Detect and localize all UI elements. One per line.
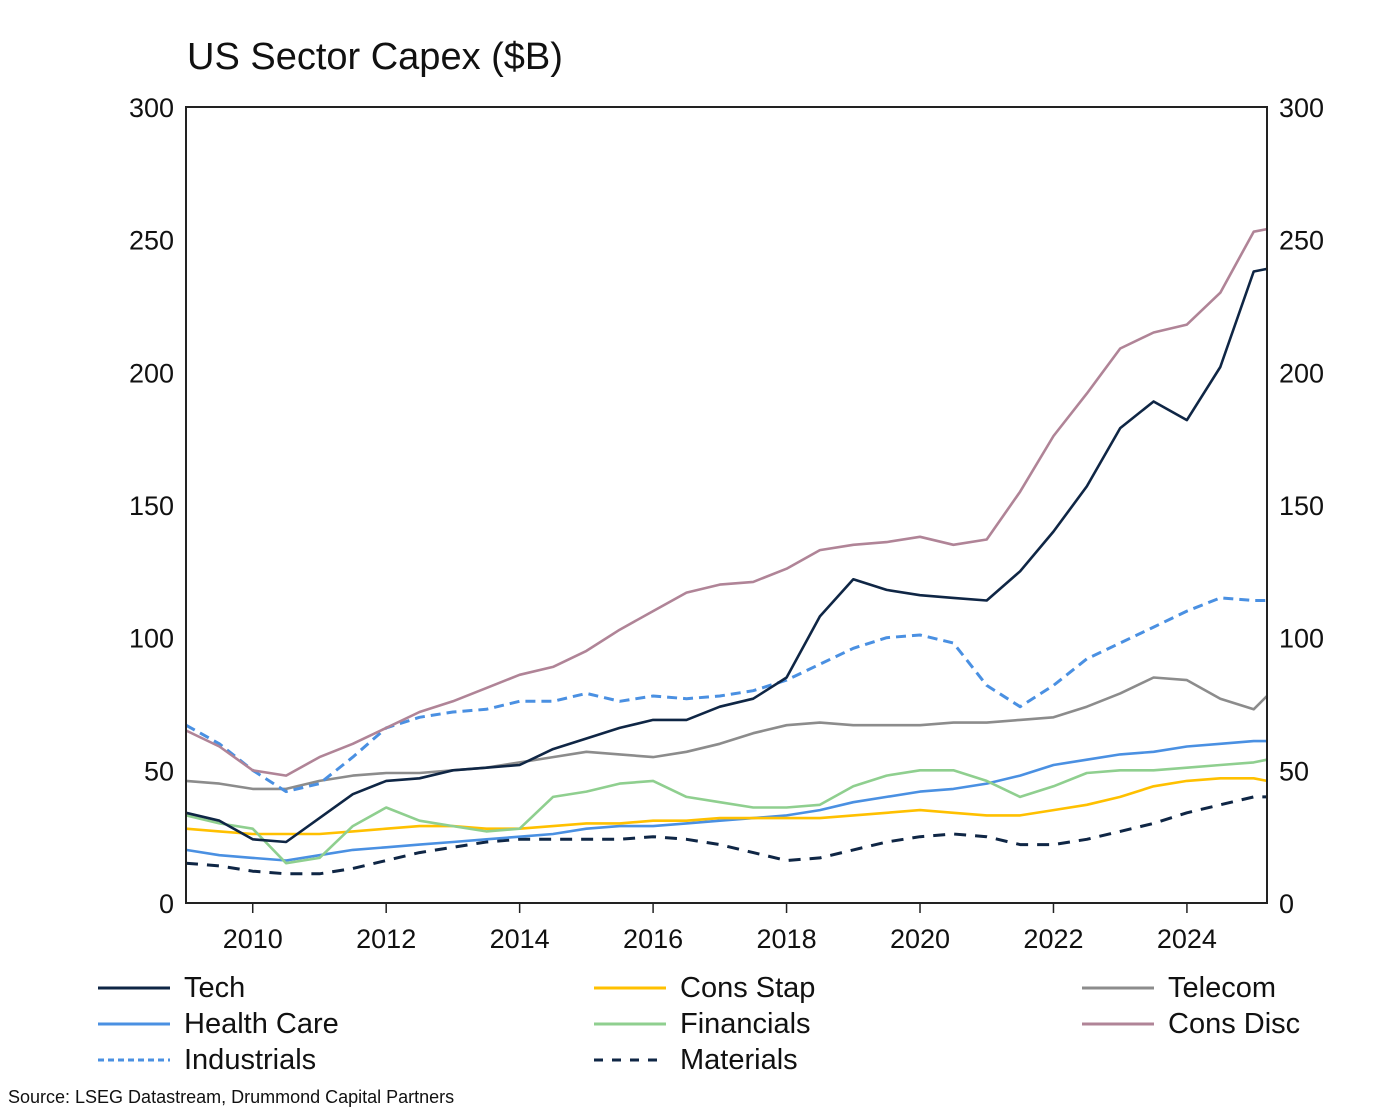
y-tick-label-right: 0 bbox=[1279, 889, 1294, 919]
y-axis-right: 0 50 100 150 200 250 300 bbox=[1279, 93, 1324, 919]
legend-swatch bbox=[594, 983, 666, 993]
legend-label: Cons Stap bbox=[680, 971, 816, 1004]
legend-label: Telecom bbox=[1168, 971, 1276, 1004]
series-line-cons-disc bbox=[185, 227, 1268, 777]
y-axis-left: 0 50 100 150 200 250 300 bbox=[129, 93, 174, 919]
x-axis: 2010 2012 2014 2016 2018 2020 2022 2024 bbox=[223, 903, 1217, 954]
legend-swatch bbox=[594, 1019, 666, 1029]
series-line-materials bbox=[185, 795, 1267, 876]
y-tick-label-left: 0 bbox=[159, 889, 174, 919]
source-note: Source: LSEG Datastream, Drummond Capita… bbox=[8, 1087, 455, 1107]
y-tick-label-left: 150 bbox=[129, 491, 174, 521]
y-tick-label-left: 100 bbox=[129, 624, 174, 654]
series-line-industrials bbox=[185, 596, 1267, 794]
x-tick-label: 2010 bbox=[223, 924, 283, 954]
series-line-financials bbox=[185, 758, 1268, 865]
legend-item: Health Care bbox=[98, 1006, 339, 1042]
legend-item: Cons Disc bbox=[1082, 1006, 1300, 1042]
legend-swatch bbox=[98, 1019, 170, 1029]
series-line-telecom bbox=[185, 676, 1268, 791]
plot-frame bbox=[185, 106, 1268, 904]
series-layer bbox=[185, 227, 1268, 876]
y-tick-label-right: 200 bbox=[1279, 358, 1324, 388]
legend-swatch bbox=[98, 983, 170, 993]
legend-label: Tech bbox=[184, 971, 246, 1004]
legend-item: Telecom bbox=[1082, 970, 1276, 1006]
legend-label: Cons Disc bbox=[1168, 1007, 1301, 1040]
y-tick-label-right: 100 bbox=[1279, 624, 1324, 654]
y-tick-label-left: 300 bbox=[129, 93, 174, 123]
series-line-health-care bbox=[185, 739, 1267, 862]
legend-item: Industrials bbox=[98, 1042, 316, 1078]
legend-item: Financials bbox=[594, 1006, 811, 1042]
legend-label: Health Care bbox=[184, 1007, 339, 1040]
x-tick-label: 2022 bbox=[1023, 924, 1083, 954]
legend-label: Financials bbox=[680, 1007, 811, 1040]
y-tick-label-left: 250 bbox=[129, 226, 174, 256]
y-tick-label-right: 150 bbox=[1279, 491, 1324, 521]
x-tick-label: 2016 bbox=[623, 924, 683, 954]
x-tick-label: 2024 bbox=[1157, 924, 1217, 954]
y-tick-label-right: 50 bbox=[1279, 756, 1309, 786]
x-tick-label: 2012 bbox=[356, 924, 416, 954]
legend-swatch bbox=[594, 1055, 666, 1065]
series-line-cons-stap bbox=[185, 777, 1268, 836]
y-tick-label-right: 250 bbox=[1279, 226, 1324, 256]
legend: Tech Cons Stap Telecom Health Care Financial… bbox=[0, 966, 1377, 1086]
y-tick-label-left: 50 bbox=[144, 756, 174, 786]
chart-plot: 2010 2012 2014 2016 2018 2020 2022 2024 0 50 100 1… bbox=[129, 93, 1324, 954]
chart-title: US Sector Capex ($B) bbox=[187, 36, 563, 78]
legend-item: Tech bbox=[98, 970, 245, 1006]
x-tick-label: 2020 bbox=[890, 924, 950, 954]
series-line-tech bbox=[185, 267, 1268, 844]
legend-swatch bbox=[98, 1055, 170, 1065]
y-tick-label-left: 200 bbox=[129, 358, 174, 388]
legend-item: Materials bbox=[594, 1042, 798, 1078]
legend-swatch bbox=[1082, 1019, 1154, 1029]
y-tick-label-right: 300 bbox=[1279, 93, 1324, 123]
x-tick-label: 2018 bbox=[757, 924, 817, 954]
x-tick-label: 2014 bbox=[490, 924, 550, 954]
legend-item: Cons Stap bbox=[594, 970, 815, 1006]
legend-swatch bbox=[1082, 983, 1154, 993]
legend-label: Industrials bbox=[184, 1043, 317, 1076]
legend-label: Materials bbox=[680, 1043, 798, 1076]
